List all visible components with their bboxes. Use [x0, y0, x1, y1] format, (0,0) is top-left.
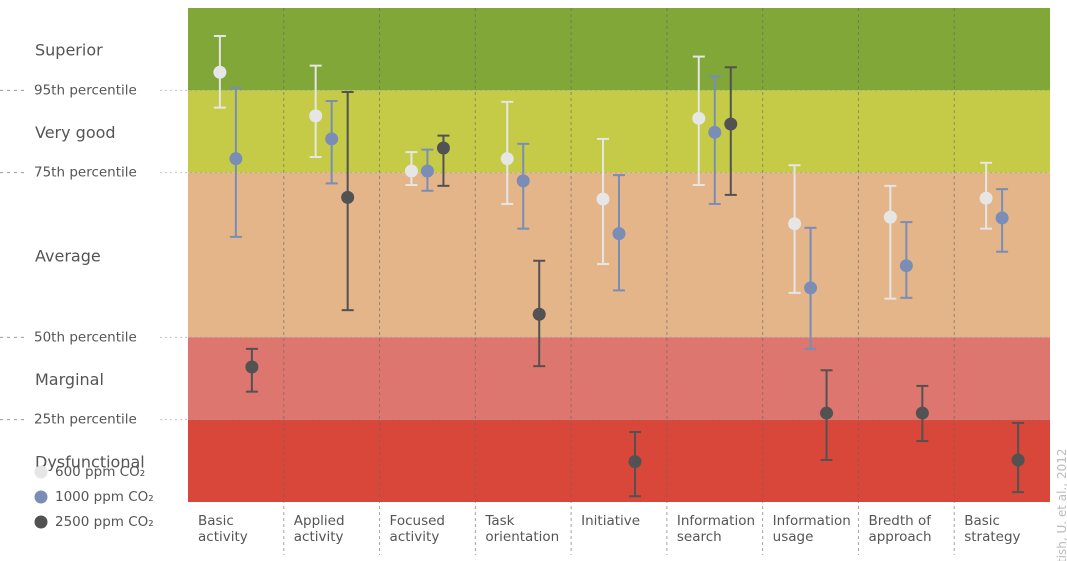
legend-swatch: [34, 515, 48, 529]
legend-swatch: [34, 490, 48, 504]
point: [820, 406, 834, 420]
error-bar: [341, 90, 355, 312]
band-label: Average: [35, 247, 101, 266]
band: [188, 8, 1050, 91]
point: [341, 190, 355, 204]
band-label: Very good: [35, 123, 116, 142]
error-bar: [309, 64, 323, 159]
x-tick-label: Basic strategy: [964, 513, 1021, 545]
error-bar: [883, 184, 897, 300]
error-bar: [229, 86, 243, 238]
error-bar: [325, 100, 339, 185]
x-tick-label: Focused activity: [389, 513, 445, 545]
band: [188, 337, 1050, 420]
error-bar: [788, 164, 802, 294]
error-bar: [500, 100, 514, 205]
error-bar: [596, 137, 610, 266]
error-bar: [628, 431, 642, 498]
error-bar: [516, 142, 530, 230]
point: [420, 164, 434, 178]
x-tick-label: Bredth of approach: [868, 513, 932, 545]
x-tick-label: Applied activity: [293, 513, 345, 545]
point: [915, 406, 929, 420]
y-tick-label: 25th percentile: [34, 412, 137, 428]
point: [899, 259, 913, 273]
error-bar: [404, 151, 418, 187]
band: [188, 90, 1050, 173]
point: [804, 281, 818, 295]
point: [1011, 453, 1025, 467]
point: [532, 307, 546, 321]
band-label: Marginal: [35, 370, 104, 389]
credit: Satish, U. et al., 2012: [1055, 449, 1067, 561]
point: [325, 132, 339, 146]
error-bar: [979, 161, 993, 230]
legend-swatch: [34, 465, 48, 479]
error-bar: [820, 369, 834, 462]
error-bar: [612, 174, 626, 292]
x-tick-label: Initiative: [581, 513, 641, 529]
point: [788, 217, 802, 231]
legend-label: 600 ppm CO₂: [55, 464, 145, 480]
point: [436, 141, 450, 155]
point: [724, 117, 738, 131]
legend-label: 1000 ppm CO₂: [55, 489, 154, 505]
x-tick-label: Information search: [676, 513, 756, 545]
point: [516, 174, 530, 188]
error-bar: [245, 347, 259, 393]
point: [596, 192, 610, 206]
error-bar: [724, 66, 738, 196]
point: [883, 210, 897, 224]
error-bar: [420, 148, 434, 192]
point: [245, 360, 259, 374]
y-tick-label: 75th percentile: [34, 165, 137, 181]
error-bar: [915, 384, 929, 443]
band-label: Superior: [35, 41, 103, 60]
error-bar: [213, 34, 227, 109]
legend-label: 2500 ppm CO₂: [55, 514, 154, 530]
error-bar: [532, 259, 546, 368]
y-tick-label: 95th percentile: [34, 82, 137, 98]
point: [612, 227, 626, 241]
point: [979, 191, 993, 205]
point: [628, 455, 642, 469]
point: [229, 152, 243, 166]
x-tick-label: Information usage: [772, 513, 851, 545]
point: [213, 65, 227, 79]
point: [708, 125, 722, 139]
y-tick-label: 50th percentile: [34, 329, 137, 345]
error-bar: [692, 55, 706, 187]
band: [188, 419, 1050, 502]
error-bar: [899, 221, 913, 299]
error-bar: [1011, 421, 1025, 494]
error-bar: [436, 134, 450, 187]
point: [692, 111, 706, 125]
point: [404, 164, 418, 178]
x-tick-label: Basic activity: [198, 513, 248, 545]
band-label: Dysfunctional: [35, 452, 145, 471]
point: [309, 109, 323, 123]
error-bar: [995, 188, 1009, 253]
error-bar: [708, 75, 722, 205]
point: [995, 211, 1009, 225]
x-tick-label: Task orientation: [485, 513, 560, 545]
point: [500, 152, 514, 166]
error-bar: [804, 226, 818, 350]
